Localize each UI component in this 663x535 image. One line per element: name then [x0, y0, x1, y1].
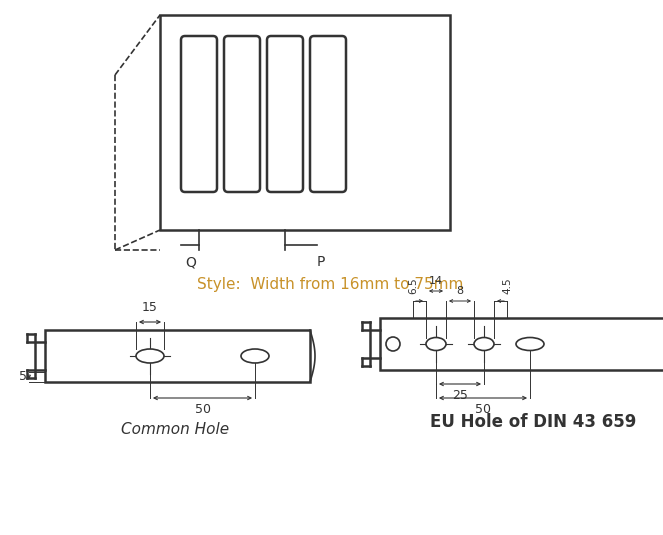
Circle shape [386, 337, 400, 351]
Text: 15: 15 [142, 301, 158, 314]
Text: 6.5: 6.5 [408, 277, 418, 294]
Ellipse shape [136, 349, 164, 363]
Ellipse shape [241, 349, 269, 363]
Ellipse shape [474, 338, 494, 350]
Text: 50: 50 [475, 403, 491, 416]
Text: 50: 50 [194, 403, 210, 416]
FancyBboxPatch shape [224, 36, 260, 192]
Ellipse shape [426, 338, 446, 350]
Text: 4.5: 4.5 [502, 277, 512, 294]
Ellipse shape [516, 338, 544, 350]
Text: 25: 25 [452, 389, 468, 402]
Text: P: P [317, 255, 326, 269]
FancyBboxPatch shape [267, 36, 303, 192]
Text: Common Hole: Common Hole [121, 423, 229, 438]
FancyBboxPatch shape [310, 36, 346, 192]
Text: EU Hole of DIN 43 659: EU Hole of DIN 43 659 [430, 413, 636, 431]
Text: Q: Q [186, 255, 196, 269]
Bar [160, 15, 450, 230]
FancyBboxPatch shape [181, 36, 217, 192]
Text: 14: 14 [429, 276, 443, 286]
Bar [380, 318, 663, 370]
Text: Style:  Width from 16mm to 75mm: Style: Width from 16mm to 75mm [197, 278, 463, 293]
Bar [45, 330, 310, 382]
Text: 8: 8 [456, 286, 463, 296]
Text: 5: 5 [19, 371, 27, 384]
